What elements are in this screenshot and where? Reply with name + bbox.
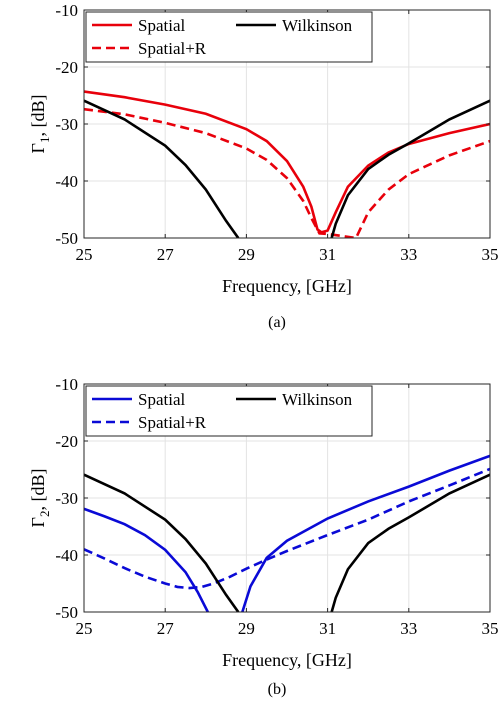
chart-panel-1: 25 27 29 31 33 35 -10 -20 -30 -40 -50 Frequency, [G… xyxy=(28,1,499,331)
x-tick-label: 25 xyxy=(76,245,93,264)
x-tick-label: 35 xyxy=(482,619,499,638)
chart-panel-2: 25 27 29 31 33 35 -10 -20 -30 -40 -50 Frequency, [G… xyxy=(28,375,499,698)
panel-caption: (a) xyxy=(268,314,286,331)
y-axis-label: Γ1, [dB] xyxy=(28,95,52,154)
y-tick-label: -20 xyxy=(55,58,78,77)
x-axis-label: Frequency, [GHz] xyxy=(222,650,352,670)
x-tick-label: 25 xyxy=(76,619,93,638)
series-line-spatial xyxy=(84,454,490,612)
y-tick-label: -50 xyxy=(55,229,78,248)
legend-label: Spatial xyxy=(138,16,185,35)
x-tick-label: 35 xyxy=(482,245,499,264)
legend-box xyxy=(85,385,373,437)
y-axis-label: Γ2, [dB] xyxy=(28,469,52,528)
x-tick-label: 33 xyxy=(400,619,417,638)
legend-label: Spatial xyxy=(138,390,185,409)
y-tick-label: -40 xyxy=(55,546,78,565)
y-tick-label: -10 xyxy=(55,375,78,394)
legend-label: Wilkinson xyxy=(282,390,353,409)
y-tick-label: -50 xyxy=(55,603,78,622)
x-tick-label: 33 xyxy=(400,245,417,264)
legend-box xyxy=(85,11,373,63)
legend: Spatial Wilkinson Spatial+R xyxy=(85,11,373,63)
series-line-spatial xyxy=(84,90,490,234)
x-tick-label: 27 xyxy=(157,245,175,264)
y-tick-label: -30 xyxy=(55,489,78,508)
series-line-wilkinson xyxy=(84,473,490,612)
series-line-spatial-r xyxy=(84,467,490,590)
x-tick-label: 29 xyxy=(238,619,255,638)
series-line-spatial-r xyxy=(84,107,490,238)
x-tick-label: 31 xyxy=(319,619,336,638)
x-tick-label: 29 xyxy=(238,245,255,264)
y-tick-label: -20 xyxy=(55,432,78,451)
x-tick-label: 31 xyxy=(319,245,336,264)
legend-label: Spatial+R xyxy=(138,413,207,432)
series-line-wilkinson xyxy=(84,99,490,238)
y-tick-label: -30 xyxy=(55,115,78,134)
panel-caption: (b) xyxy=(268,681,287,698)
y-tick-label: -40 xyxy=(55,172,78,191)
legend-label: Spatial+R xyxy=(138,39,207,58)
legend: Spatial Wilkinson Spatial+R xyxy=(85,385,373,437)
y-tick-label: -10 xyxy=(55,1,78,20)
x-axis-label: Frequency, [GHz] xyxy=(222,276,352,296)
x-tick-label: 27 xyxy=(157,619,175,638)
legend-label: Wilkinson xyxy=(282,16,353,35)
